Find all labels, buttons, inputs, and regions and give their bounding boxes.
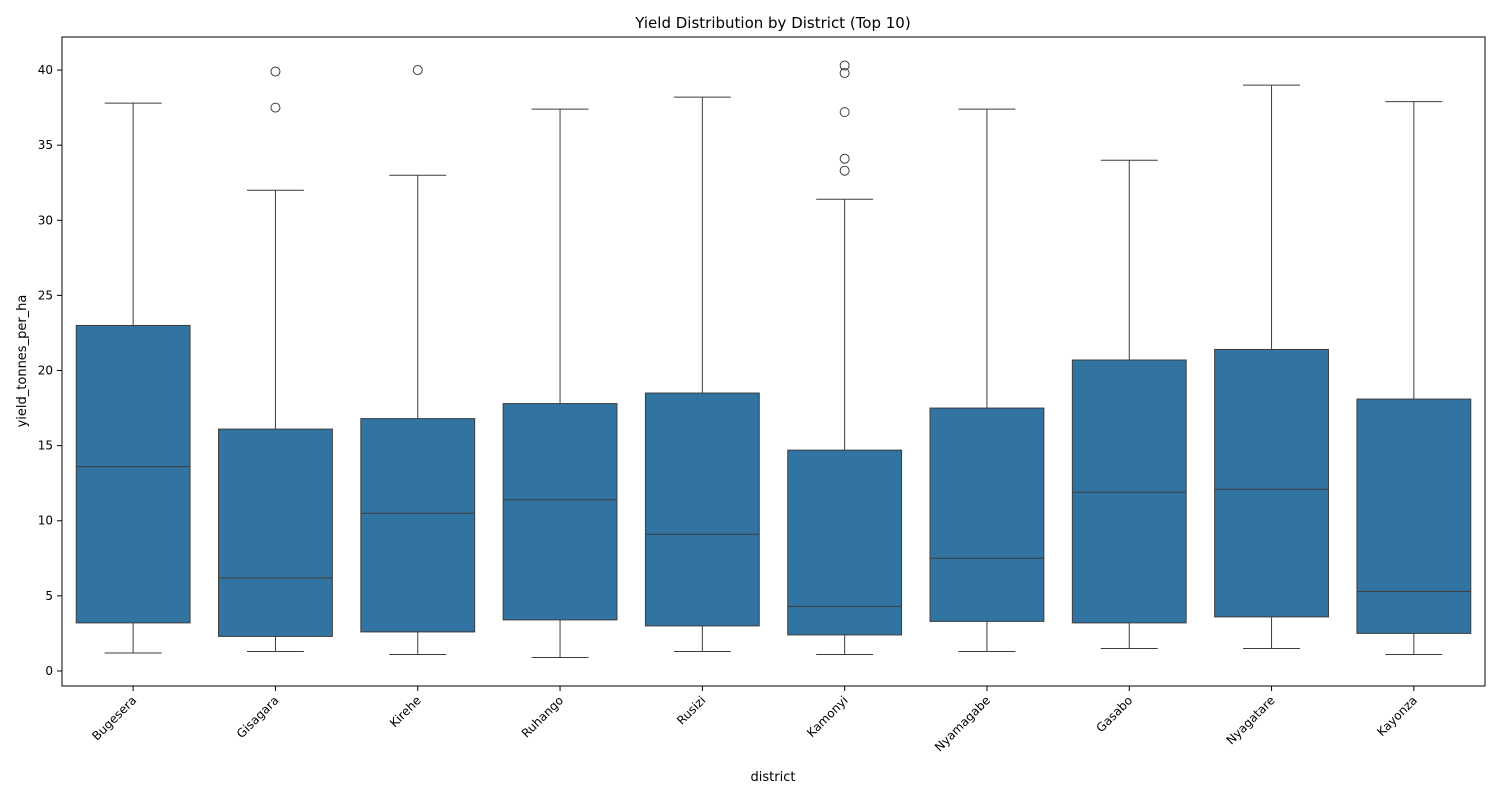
iqr-box	[1356, 398, 1472, 634]
box-group-gisagara	[218, 66, 333, 652]
x-axis-label: district	[751, 770, 796, 785]
y-tick-label: 15	[38, 439, 53, 453]
y-axis-label: yield_tonnes_per_ha	[15, 295, 30, 428]
outlier-point	[839, 165, 850, 176]
box-group-ruhango	[502, 108, 618, 658]
plot-area	[75, 60, 1472, 658]
x-tick-label-kayonza: Kayonza	[1374, 693, 1420, 739]
x-tick-label-nyagatare: Nyagatare	[1224, 693, 1278, 747]
box-group-nyagatare	[1214, 84, 1329, 649]
y-axis: 0 5 10 15 20 25 30 35 40	[38, 63, 62, 678]
x-tick-label-rusizi: Rusizi	[674, 693, 708, 727]
y-tick-label: 40	[38, 63, 53, 77]
y-tick-label: 25	[38, 288, 53, 302]
box-group-kamonyi	[787, 60, 903, 655]
outlier-point	[270, 66, 281, 77]
y-tick-label: 20	[38, 364, 53, 378]
box-group-gasabo	[1071, 159, 1187, 649]
iqr-box	[1071, 359, 1187, 624]
iqr-box	[929, 407, 1045, 622]
y-tick-label: 35	[38, 138, 53, 152]
x-tick-label-kirehe: Kirehe	[387, 693, 424, 730]
box-group-bugesera	[75, 102, 191, 654]
outlier-point	[839, 153, 850, 164]
x-tick-label-bugesera: Bugesera	[89, 693, 139, 743]
y-tick-label: 10	[38, 514, 53, 528]
outlier-point	[412, 65, 423, 76]
iqr-box	[360, 418, 476, 633]
iqr-box	[1214, 348, 1329, 618]
outlier-point	[839, 68, 850, 79]
box-group-kayonza	[1356, 101, 1472, 655]
x-axis: Bugesera Gisagara Kirehe Ruhango Rusizi Kamon…	[89, 686, 1420, 754]
outlier-point	[839, 60, 850, 71]
iqr-box	[644, 392, 760, 627]
x-tick-label-ruhango: Ruhango	[519, 693, 566, 740]
iqr-box	[75, 324, 191, 624]
iqr-box	[218, 428, 333, 637]
outlier-point	[270, 102, 281, 113]
chart-title: Yield Distribution by District (Top 10)	[634, 14, 910, 32]
box-group-kirehe	[360, 65, 476, 655]
outlier-point	[839, 107, 850, 118]
iqr-box	[502, 403, 618, 621]
x-tick-label-gisagara: Gisagara	[234, 693, 282, 741]
box-group-rusizi	[644, 96, 760, 652]
y-tick-label: 5	[45, 589, 53, 603]
plot-frame	[61, 36, 1486, 687]
x-tick-label-nyamagabe: Nyamagabe	[932, 693, 993, 754]
x-tick-label-kamonyi: Kamonyi	[804, 693, 851, 740]
x-tick-label-gasabo: Gasabo	[1093, 693, 1135, 735]
y-tick-label: 30	[38, 213, 53, 227]
y-tick-label: 0	[45, 664, 53, 678]
iqr-box	[787, 449, 903, 636]
box-group-nyamagabe	[929, 108, 1045, 652]
